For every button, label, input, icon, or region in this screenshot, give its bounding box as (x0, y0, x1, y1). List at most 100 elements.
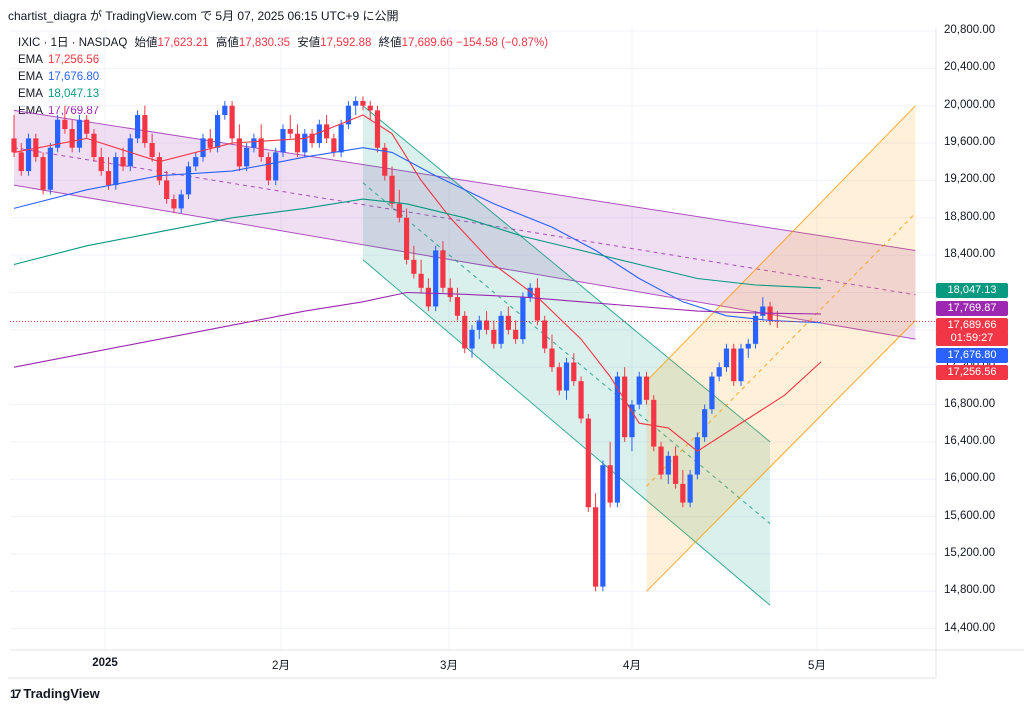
candle-body (498, 315, 504, 344)
tv-logo-icon: 17 (10, 687, 21, 701)
ema-name: EMA (18, 71, 43, 83)
candle-body (142, 115, 148, 144)
candle-body (491, 329, 497, 344)
candle-body (454, 297, 461, 316)
y-tick-label: 15,600.00 (944, 509, 996, 522)
ema-value: 17,676.80 (48, 71, 100, 83)
candle-body (280, 129, 286, 153)
candle-body (425, 287, 431, 307)
channel-upper-line (13, 109, 916, 251)
candle-body (178, 194, 184, 209)
candle-body (236, 138, 242, 167)
y-tick-label: 20,000.00 (944, 98, 996, 111)
candle-body (120, 157, 126, 167)
low-value: 17,592.88 (320, 37, 372, 49)
price-tag: 17,769.87 (936, 301, 1008, 316)
candle-body (505, 315, 511, 330)
ema-lines (13, 114, 822, 452)
publish-attribution: chartist_diagra が TradingView.com で 5月 0… (8, 9, 399, 23)
x-tick-label: 2025 (92, 657, 118, 669)
candle-body (374, 110, 381, 148)
candle-body (687, 474, 693, 503)
y-tick-label: 19,200.00 (944, 173, 996, 186)
candle-body (433, 250, 439, 307)
candle-body (745, 343, 751, 349)
candle-body (556, 367, 562, 391)
candle-body (222, 105, 228, 116)
candle-body (367, 105, 373, 111)
ema-line (13, 291, 822, 368)
ohlc-row: IXIC · 1日 · NASDAQ 始値17,623.21 高値17,830.… (18, 35, 548, 52)
candle-body (353, 101, 359, 106)
y-tick-label: 16,400.00 (944, 434, 996, 447)
ema-legend-row-1[interactable]: EMA 17,256.56 (18, 52, 548, 69)
candle-body (11, 138, 17, 153)
low-label: 安値 (297, 37, 321, 49)
candle-body (571, 362, 577, 382)
candle-body (716, 367, 722, 377)
candle-body (520, 297, 526, 340)
candle-body (680, 483, 686, 503)
y-tick-label: 20,800.00 (944, 24, 996, 36)
candle-body (309, 133, 315, 144)
candle-body (709, 376, 715, 410)
candle-body (134, 115, 141, 139)
ema-legend-row-3[interactable]: EMA 18,047.13 (18, 86, 548, 103)
candle-body (265, 157, 272, 181)
candle-body (629, 404, 635, 438)
candle-body (752, 315, 759, 344)
candle-body (622, 376, 628, 438)
candle-body (694, 437, 700, 475)
x-tick-label: 2月 (272, 660, 290, 672)
ema-legend-row-2[interactable]: EMA 17,676.80 (18, 69, 548, 86)
candle-body (229, 105, 235, 139)
candle-body (542, 320, 548, 349)
candle-body (563, 362, 570, 391)
candle-body (658, 446, 664, 475)
candle-body (738, 348, 744, 382)
candle-body (731, 348, 737, 382)
channel-lower-line (362, 259, 771, 606)
candle-body (593, 507, 599, 587)
candle-body (18, 152, 24, 172)
candle-body (331, 138, 337, 153)
candlesticks (11, 96, 780, 592)
candle-body (411, 259, 417, 274)
symbol-label[interactable]: IXIC · 1日 · NASDAQ (18, 37, 128, 49)
ema-line (13, 147, 822, 324)
candle-body (244, 147, 250, 167)
candle-body (76, 119, 83, 148)
candle-body (382, 147, 388, 176)
candle-body (476, 320, 482, 330)
chart-legend: IXIC · 1日 · NASDAQ 始値17,623.21 高値17,830.… (18, 35, 548, 120)
candle-body (171, 199, 177, 209)
tradingview-logo[interactable]: 17 TradingView (10, 686, 100, 701)
candle-body (607, 465, 613, 503)
candle-body (651, 399, 657, 447)
candle-body (403, 217, 410, 260)
candle-body (214, 115, 221, 148)
high-value: 17,830.35 (238, 37, 291, 49)
price-tag: 17,676.80 (936, 348, 1008, 363)
candle-body (156, 157, 162, 181)
candle-body (62, 119, 68, 130)
candle-body (193, 157, 199, 167)
ema-legend-row-4[interactable]: EMA 17,769.87 (18, 103, 548, 120)
candle-body (40, 157, 46, 190)
candle-body (84, 119, 90, 134)
y-tick-label: 14,800.00 (944, 584, 996, 597)
y-tick-label: 18,800.00 (944, 210, 996, 223)
candle-body (164, 180, 170, 200)
high-label: 高値 (215, 37, 239, 49)
channel-fill (646, 105, 916, 592)
y-tick-label: 15,200.00 (944, 546, 996, 559)
logo-text: TradingView (23, 686, 100, 701)
ema-value: 17,769.87 (48, 105, 100, 117)
candle-body (25, 138, 32, 172)
candle-body (534, 287, 541, 321)
candle-body (91, 133, 97, 158)
candle-body (207, 138, 213, 148)
open-value: 17,623.21 (157, 37, 209, 49)
candle-body (105, 171, 112, 186)
